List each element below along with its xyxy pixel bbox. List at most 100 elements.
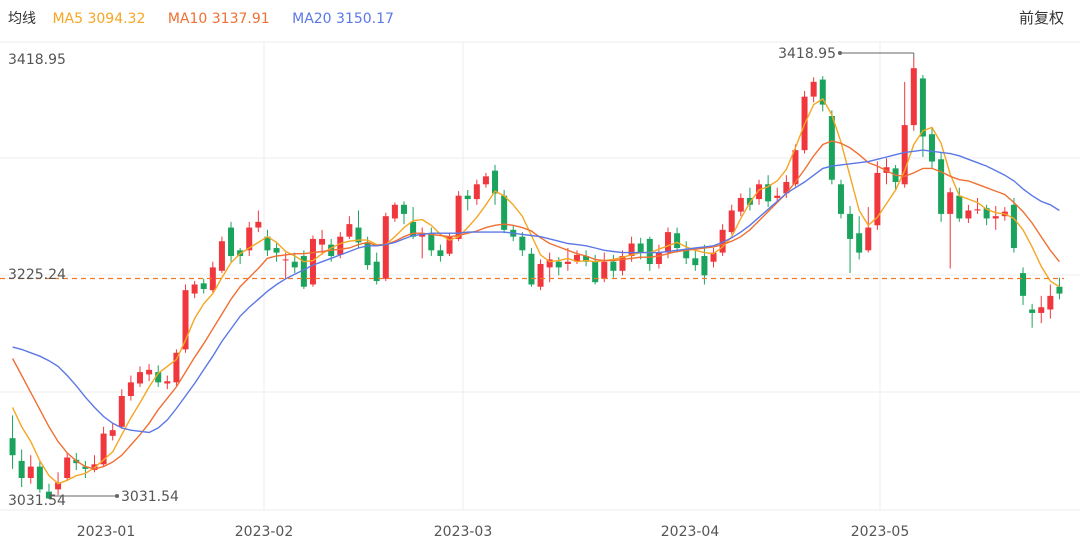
candle-body — [555, 261, 562, 268]
grid-lines — [0, 41, 1080, 511]
max-marker-dot — [838, 51, 842, 55]
candle-body — [473, 184, 480, 200]
candle-body — [309, 238, 316, 285]
candle-body — [173, 352, 180, 383]
candle — [18, 449, 25, 488]
candle-body — [865, 227, 872, 251]
ma-lines — [11, 97, 1060, 485]
candle — [801, 90, 808, 154]
candle-body — [783, 182, 790, 194]
candle-body — [919, 78, 926, 137]
candle — [228, 221, 235, 262]
candle — [919, 75, 926, 157]
candle-body — [628, 243, 635, 257]
candle — [492, 164, 499, 205]
x-tick-feb: 2023-02 — [235, 524, 294, 540]
candle-body — [118, 396, 125, 427]
candle — [674, 227, 681, 253]
candle-body — [874, 172, 881, 226]
candle — [646, 236, 653, 271]
candle-body — [810, 81, 817, 97]
candle — [391, 202, 398, 222]
candle — [64, 452, 71, 481]
candle-body — [610, 261, 617, 271]
candle — [319, 229, 326, 255]
candle — [82, 460, 89, 478]
candle — [127, 375, 134, 401]
candle — [683, 241, 690, 264]
candle — [728, 204, 735, 235]
candle-body — [683, 250, 690, 259]
min-marker-dot — [115, 494, 119, 498]
candle — [601, 252, 608, 283]
candle-body — [36, 466, 43, 490]
adjust-mode-button[interactable]: 前复权 — [1018, 9, 1064, 27]
candle — [501, 189, 508, 234]
candle-body — [100, 433, 107, 465]
candle — [1010, 197, 1017, 253]
candle-body — [127, 382, 134, 397]
candle-body — [1056, 286, 1063, 294]
candle-body — [1047, 295, 1054, 310]
candle-body — [837, 184, 844, 214]
candle-body — [564, 261, 571, 264]
legend-ma10: MA10 3137.91 — [167, 11, 270, 27]
candle — [847, 205, 854, 274]
candle-body — [164, 381, 171, 384]
candle-body — [664, 232, 672, 253]
candle-body — [546, 259, 553, 268]
candle-body — [719, 229, 726, 253]
candle — [400, 201, 408, 225]
candle-body — [446, 236, 453, 254]
candle — [719, 224, 726, 257]
candle-body — [191, 284, 198, 294]
candle — [9, 415, 16, 469]
candle-body — [291, 261, 298, 268]
ma-legend: 均线 MA5 3094.32 MA10 3137.91 MA20 3150.17 — [8, 8, 412, 28]
candle-body — [410, 221, 417, 237]
candle-body — [992, 216, 999, 219]
candle-body — [1038, 307, 1045, 313]
candle-body — [255, 221, 262, 228]
candle-body — [856, 233, 863, 253]
x-tick-apr: 2023-04 — [661, 524, 720, 540]
candle-body — [774, 195, 781, 198]
candle-body — [701, 256, 708, 276]
x-tick-jan: 2023-01 — [77, 524, 136, 540]
candle — [27, 455, 34, 484]
candle — [218, 236, 225, 274]
candle-body — [901, 125, 908, 185]
candle-body — [583, 256, 590, 262]
legend-ma5: MA5 3094.32 — [52, 11, 146, 27]
candle-body — [437, 250, 444, 257]
candle — [583, 250, 590, 267]
candle-body — [710, 252, 717, 262]
candle — [519, 232, 526, 257]
candle — [856, 216, 863, 260]
candles — [9, 58, 1063, 499]
candle — [537, 259, 544, 291]
legend-ma20: MA20 3150.17 — [292, 11, 394, 27]
candle-body — [273, 248, 280, 253]
candle-body — [428, 233, 435, 251]
y-axis: 3418.95 3225.24 3031.54 — [8, 52, 66, 509]
candle — [737, 193, 744, 217]
candle-body — [947, 192, 954, 214]
candle — [182, 284, 189, 353]
candle — [837, 179, 844, 219]
min-marker-label: 3031.54 — [121, 489, 179, 505]
candle-body — [146, 369, 153, 375]
candle-body — [1029, 309, 1036, 313]
candle-body — [692, 258, 699, 266]
candle-body — [55, 482, 62, 490]
candle-body — [136, 372, 144, 384]
candle-body — [573, 254, 580, 262]
candle-body — [182, 290, 189, 350]
candle — [928, 127, 936, 169]
candle — [1029, 303, 1036, 328]
candle — [810, 77, 817, 103]
candle — [628, 236, 635, 262]
candle-body — [391, 204, 398, 219]
candle-body — [501, 195, 508, 230]
candle — [528, 248, 535, 287]
